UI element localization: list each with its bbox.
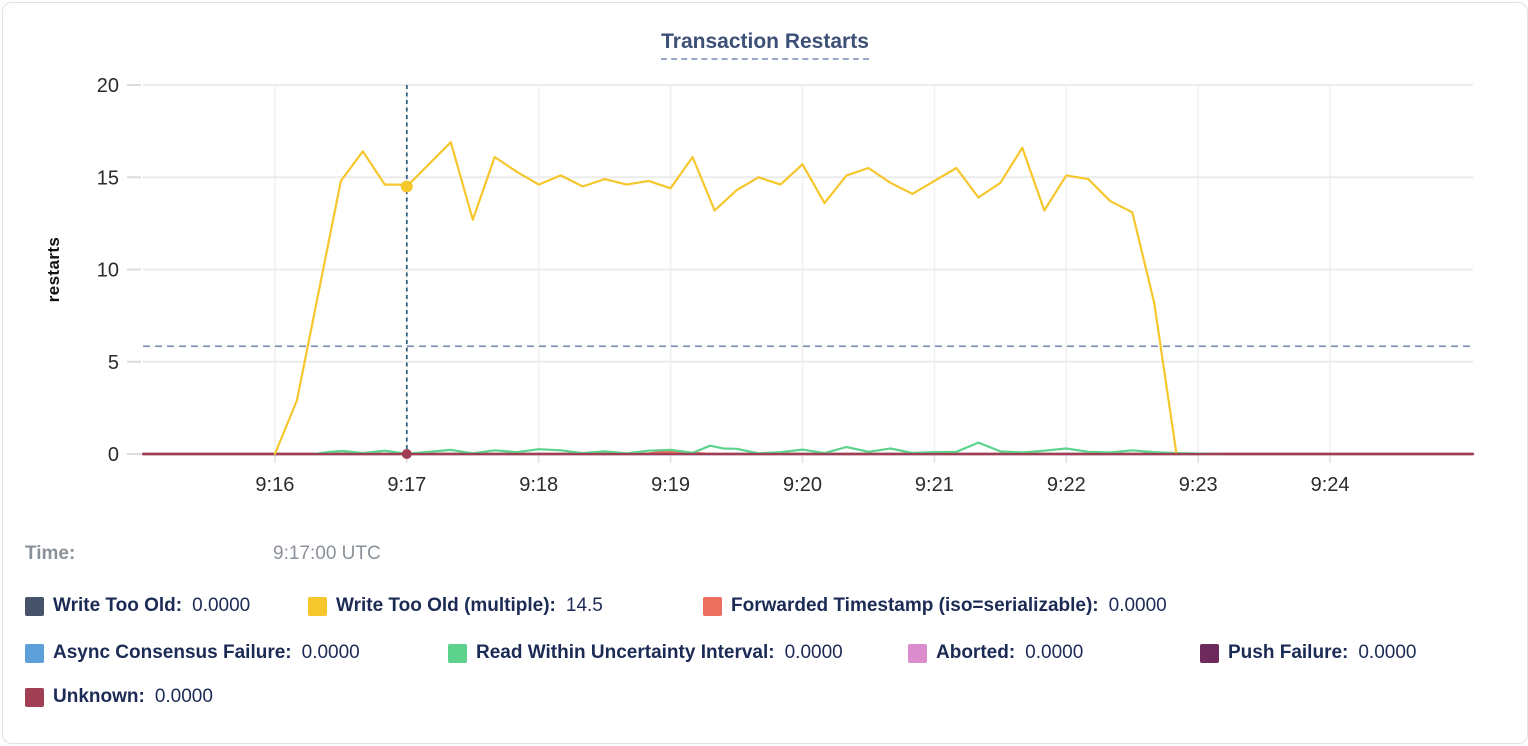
svg-text:restarts: restarts — [44, 237, 63, 303]
svg-text:9:24: 9:24 — [1311, 474, 1350, 496]
svg-text:9:23: 9:23 — [1179, 474, 1218, 496]
legend-item-forwarded-timestamp: Forwarded Timestamp (iso=serializable): … — [703, 593, 1167, 619]
transaction-restarts-chart[interactable]: 9:16 9:17 9:18 9:19 9:20 9:21 9:22 9:23 9:24 0 5 10… — [3, 3, 1528, 508]
svg-text:9:16: 9:16 — [255, 474, 294, 496]
tooltip-time-value: 9:17:00 UTC — [273, 543, 381, 564]
tooltip-time-row: Time: 9:17:00 UTC — [3, 543, 1527, 569]
legend-value: 0.0000 — [1108, 595, 1167, 616]
legend-item-write-too-old-multiple: Write Too Old (multiple): 14.5 — [308, 593, 603, 619]
legend-item-aborted: Aborted: 0.0000 — [908, 640, 1083, 666]
legend-value: 0.0000 — [1358, 642, 1417, 663]
svg-text:15: 15 — [97, 167, 119, 189]
svg-text:9:18: 9:18 — [519, 474, 558, 496]
chart-title[interactable]: Transaction Restarts — [661, 30, 869, 60]
legend-swatch — [703, 596, 722, 616]
legend-label: Forwarded Timestamp (iso=serializable): — [731, 595, 1099, 616]
legend-label: Write Too Old: — [53, 595, 183, 616]
svg-text:9:21: 9:21 — [915, 474, 954, 496]
legend-label: Async Consensus Failure: — [53, 642, 292, 663]
legend-value: 0.0000 — [301, 642, 360, 663]
svg-text:20: 20 — [97, 75, 119, 97]
svg-text:9:17: 9:17 — [387, 474, 426, 496]
legend-label: Push Failure: — [1228, 642, 1349, 663]
legend-value: 14.5 — [565, 595, 603, 616]
legend-swatch — [448, 643, 467, 663]
legend-label: Unknown: — [53, 686, 145, 707]
legend-value: 0.0000 — [784, 642, 843, 663]
svg-text:9:20: 9:20 — [783, 474, 822, 496]
legend-value: 0.0000 — [192, 595, 251, 616]
legend-item-unknown: Unknown: 0.0000 — [25, 684, 213, 710]
svg-text:9:22: 9:22 — [1047, 474, 1086, 496]
legend-swatch — [25, 687, 44, 707]
svg-text:10: 10 — [97, 260, 119, 282]
legend-item-read-within-uncertainty: Read Within Uncertainty Interval: 0.0000 — [448, 640, 843, 666]
legend-swatch — [25, 643, 44, 663]
legend-item-async-consensus-failure: Async Consensus Failure: 0.0000 — [25, 640, 360, 666]
legend-label: Read Within Uncertainty Interval: — [476, 642, 775, 663]
legend-value: 0.0000 — [154, 686, 213, 707]
chart-title-wrap: Transaction Restarts — [3, 30, 1527, 60]
legend-label: Aborted: — [936, 642, 1016, 663]
legend-swatch — [908, 643, 927, 663]
legend-value: 0.0000 — [1025, 642, 1084, 663]
svg-text:5: 5 — [108, 352, 119, 374]
svg-text:9:19: 9:19 — [651, 474, 690, 496]
legend-item-write-too-old: Write Too Old: 0.0000 — [25, 593, 250, 619]
legend-label: Write Too Old (multiple): — [336, 595, 556, 616]
legend-swatch — [308, 596, 327, 616]
svg-text:0: 0 — [108, 444, 119, 466]
tooltip-time-label: Time: — [25, 543, 76, 564]
legend-swatch — [1200, 643, 1219, 663]
legend-item-push-failure: Push Failure: 0.0000 — [1200, 640, 1416, 666]
legend-swatch — [25, 596, 44, 616]
